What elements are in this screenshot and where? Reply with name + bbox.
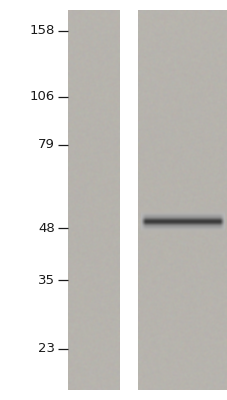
Text: 79: 79 [38,138,55,152]
Text: 158: 158 [30,24,55,38]
Text: 35: 35 [38,274,55,286]
Text: 48: 48 [38,222,55,234]
Text: 106: 106 [30,90,55,104]
Text: 23: 23 [38,342,55,356]
